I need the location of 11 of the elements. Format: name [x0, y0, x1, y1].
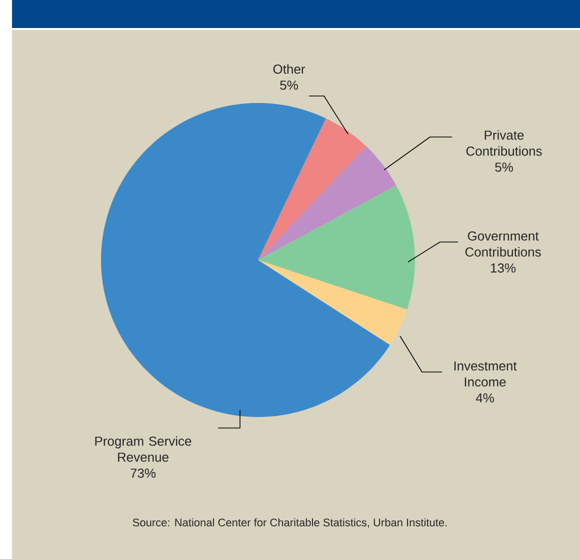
data-label: 5%	[280, 80, 298, 90]
slice-label: Investment Income	[454, 361, 517, 387]
slice-label: Government Contributions	[465, 231, 541, 257]
data-label: 73%	[130, 468, 156, 478]
data-label: 5%	[495, 162, 513, 172]
slice-label: Private Contributions	[466, 130, 542, 156]
data-label: 13%	[490, 263, 516, 273]
data-label: 4%	[476, 393, 494, 403]
slice-label: Program Service Revenue	[95, 436, 192, 462]
slice-label: Other	[273, 64, 306, 74]
source-note: Source: National Center for Charitable Statistics, Urban Institute.	[132, 518, 447, 528]
